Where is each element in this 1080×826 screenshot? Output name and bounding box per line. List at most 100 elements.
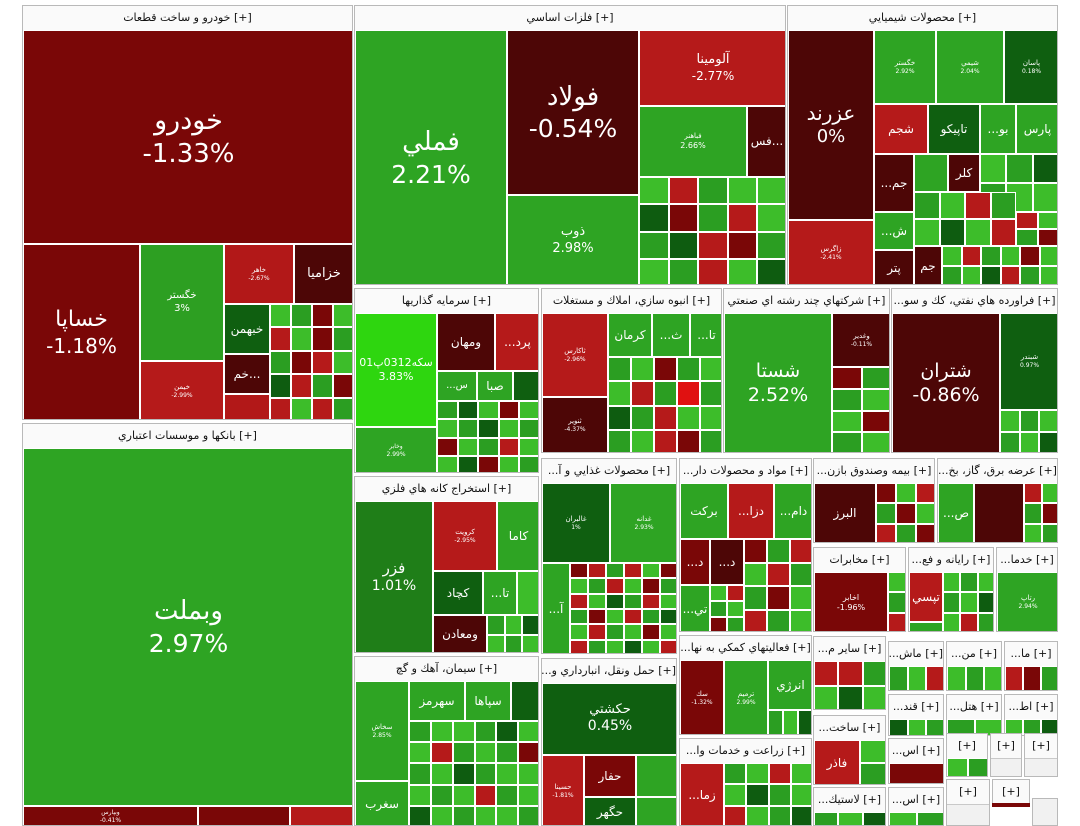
section-title[interactable]: [+] من... xyxy=(947,642,1001,667)
section-title[interactable]: [+] انبوه سازي، املاك و مستغلات xyxy=(542,289,721,314)
section-title[interactable]: [+] xyxy=(993,780,1029,804)
tile-dam[interactable]: ...دام xyxy=(774,483,811,539)
tile-shetran[interactable]: شتران -0.86% xyxy=(892,313,1000,452)
tile-hakeshti[interactable]: حكشتي 0.45% xyxy=(542,683,676,755)
tile-small[interactable] xyxy=(909,622,943,631)
tile-khgostar[interactable]: خگستر 3% xyxy=(140,244,224,361)
tile-albrz[interactable]: البرز xyxy=(814,483,876,542)
section-shimiaei[interactable]: [+] محصولات شيميايي عزرند 0% زاگرس -2.41… xyxy=(787,5,1058,285)
tile-mosaic[interactable] xyxy=(1005,666,1057,690)
tile-small[interactable] xyxy=(290,806,352,825)
section-misc2[interactable]: [+] xyxy=(990,733,1022,777)
section-title[interactable]: [+] قند... xyxy=(889,695,943,720)
tile-small[interactable] xyxy=(511,681,538,721)
section-title[interactable]: [+] عرضه برق، گاز، بخ... xyxy=(938,459,1057,484)
section-title[interactable]: [+] بيمه وصندوق بازن... xyxy=(814,459,934,484)
section-title[interactable]: [+] هتل... xyxy=(947,695,1001,720)
section-tiny[interactable] xyxy=(992,803,1030,807)
tile-khsapa[interactable]: خساپا -1.18% xyxy=(23,244,140,419)
section-title[interactable]: [+] خودرو و ساخت قطعات xyxy=(23,6,352,31)
section-rayaneh[interactable]: [+] رايانه و فع... تپسي xyxy=(908,547,994,632)
tile-mosaic[interactable] xyxy=(710,585,744,631)
tile-vbpars[interactable]: وبپارس -0.41% xyxy=(23,806,198,825)
tile-azarnd[interactable]: عزرند 0% xyxy=(788,30,874,220)
section-title[interactable]: [+] خدما... xyxy=(997,548,1057,573)
tile-shajam[interactable]: شجم xyxy=(874,104,928,154)
section-misc4[interactable]: [+] xyxy=(946,779,990,826)
section-title[interactable]: [+] ماش... xyxy=(889,642,943,667)
section-hotel[interactable]: [+] هتل... xyxy=(946,694,1002,736)
section-as2[interactable]: [+] اس... xyxy=(888,787,944,826)
section-estekhraj[interactable]: [+] استخراج كانه هاي فلزي فزر 1.01% كروي… xyxy=(354,476,539,653)
tile-fameli[interactable]: فملي 2.21% xyxy=(355,30,507,284)
tile-vmaaden[interactable]: ومعادن xyxy=(433,615,487,652)
tile-hasina[interactable]: حسينا -1.81% xyxy=(542,755,584,825)
tile-mosaic[interactable] xyxy=(1005,719,1057,735)
section-mavad[interactable]: [+] مواد و محصولات دار... بركت ...دزا ..… xyxy=(679,458,812,632)
tile-shasta[interactable]: شستا 2.52% xyxy=(724,313,832,452)
tile-ta2[interactable]: ...تا xyxy=(483,571,517,615)
tile-th[interactable]: ...ث xyxy=(652,313,690,357)
tile-mosaic[interactable] xyxy=(608,357,721,452)
tile-tapsi[interactable]: تپسي xyxy=(909,572,943,622)
section-title[interactable]: [+] ساير م... xyxy=(814,637,885,662)
section-chand[interactable]: [+] شركتهاي چند رشته اي صنعتي شستا 2.52%… xyxy=(723,288,890,453)
tile-seke[interactable]: سكه0312پ01 3.83% xyxy=(355,313,437,427)
section-as[interactable]: [+] اس... xyxy=(888,738,944,784)
tile-mosaic[interactable] xyxy=(889,812,943,825)
tile-tapico[interactable]: تاپيكو xyxy=(928,104,980,154)
tile-fazr[interactable]: فزر 1.01% xyxy=(355,501,433,652)
section-title[interactable]: [+] xyxy=(947,780,989,805)
tile-saba[interactable]: صبا xyxy=(477,371,513,401)
tile-enerzhi[interactable]: انرژي xyxy=(768,660,811,710)
section-title[interactable]: [+] اس... xyxy=(889,788,943,813)
tile-ti[interactable]: ...تي xyxy=(680,585,710,631)
section-mash[interactable]: [+] ماش... xyxy=(888,641,944,691)
section-title[interactable]: [+] بانكها و موسسات اعتباري xyxy=(23,424,352,449)
section-title[interactable]: [+] اس... xyxy=(889,739,943,764)
tile-small[interactable] xyxy=(974,483,1024,542)
tile-bo[interactable]: ...بو xyxy=(980,104,1016,154)
section-title[interactable]: [+] سرمايه گذاريها xyxy=(355,289,538,314)
tile-zama[interactable]: ...زما xyxy=(680,763,724,825)
tile-mosaic[interactable] xyxy=(270,304,352,419)
tile-mosaic[interactable] xyxy=(832,367,889,452)
section-anboh[interactable]: [+] انبوه سازي، املاك و مستغلات ثاكارس -… xyxy=(541,288,722,453)
tile-shbandar[interactable]: شبندر 0.97% xyxy=(1000,313,1057,410)
section-title[interactable]: [+] xyxy=(991,734,1021,759)
section-title[interactable]: [+] فعاليتهاي كمكي به نها... xyxy=(680,636,811,661)
tile-mosaic[interactable] xyxy=(724,763,811,825)
tile-sahermz[interactable]: سهرمز xyxy=(409,681,465,721)
tile-fahr[interactable]: فباهنر 2.66% xyxy=(639,106,747,177)
tile-small[interactable] xyxy=(889,763,943,783)
tile-mosaic[interactable] xyxy=(1024,483,1057,542)
tile-kerman[interactable]: كرمان xyxy=(608,313,652,357)
section-misc3[interactable]: [+] xyxy=(1024,733,1058,777)
section-sayer[interactable]: [+] ساير م... xyxy=(813,636,886,710)
tile-akhaber[interactable]: اخابر -1.96% xyxy=(814,572,888,631)
section-sakht[interactable]: [+] ساخت... فاذر xyxy=(813,715,886,785)
tile-barakat[interactable]: بركت xyxy=(680,483,728,539)
section-tiny[interactable] xyxy=(1032,798,1058,826)
tile-mosaic[interactable] xyxy=(947,719,1001,735)
tile-mosaic[interactable] xyxy=(639,177,785,284)
tile-khbahman[interactable]: خبهمن xyxy=(224,304,270,354)
tile-small[interactable] xyxy=(914,154,948,192)
tile-small[interactable] xyxy=(636,797,676,825)
tile-kama[interactable]: كاما xyxy=(497,501,538,571)
section-ata[interactable]: [+] اط... xyxy=(1004,694,1058,736)
tile-mosaic[interactable] xyxy=(947,758,987,776)
section-sarmayeh[interactable]: [+] سرمايه گذاريها سكه0312پ01 3.83% وخاب… xyxy=(354,288,539,473)
tile-vbemellat[interactable]: وبملت 2.97% xyxy=(23,448,352,806)
tile-mosaic[interactable] xyxy=(487,615,538,652)
tile-sink[interactable]: سك -1.32% xyxy=(680,660,724,734)
tile-dza[interactable]: ...دزا xyxy=(728,483,774,539)
section-title[interactable]: [+] مخابرات xyxy=(814,548,905,573)
section-title[interactable]: [+] فلزات اساسي xyxy=(355,6,785,31)
tile-mosaic[interactable] xyxy=(889,719,943,735)
section-title[interactable]: [+] محصولات غذايي و آ... xyxy=(542,459,676,484)
section-felezat[interactable]: [+] فلزات اساسي فملي 2.21% فولاد -0.54% … xyxy=(354,5,786,285)
tile-mosaic[interactable] xyxy=(437,401,538,472)
tile-thakaris[interactable]: ثاكارس -2.96% xyxy=(542,313,608,397)
tile-mosaic[interactable] xyxy=(942,246,1057,284)
